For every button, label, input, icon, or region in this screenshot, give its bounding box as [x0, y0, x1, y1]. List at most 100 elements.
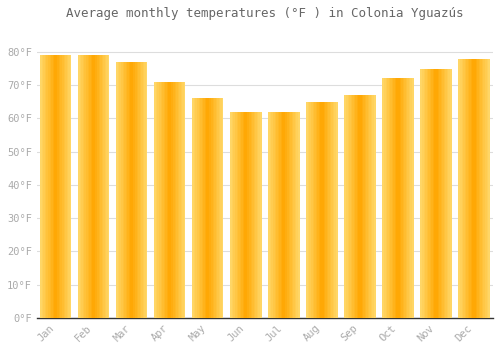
Bar [206, 98, 208, 318]
Bar [174, 82, 176, 318]
Bar [392, 78, 394, 318]
Bar [82, 55, 83, 318]
Bar [118, 62, 120, 318]
Bar [282, 112, 284, 318]
Bar [286, 112, 287, 318]
Bar [222, 98, 224, 318]
Bar [270, 112, 272, 318]
Bar [108, 55, 110, 318]
Bar [292, 112, 294, 318]
Bar [202, 98, 203, 318]
Bar [442, 69, 444, 318]
Bar [280, 112, 281, 318]
Bar [164, 82, 165, 318]
Bar [184, 82, 186, 318]
Bar [312, 102, 314, 318]
Bar [212, 98, 214, 318]
Bar [182, 82, 184, 318]
Bar [78, 55, 80, 318]
Bar [444, 69, 446, 318]
Bar [366, 95, 368, 318]
Bar [198, 98, 200, 318]
Bar [472, 58, 474, 318]
Bar [196, 98, 197, 318]
Bar [88, 55, 89, 318]
Bar [246, 112, 248, 318]
Bar [409, 78, 410, 318]
Bar [484, 58, 485, 318]
Bar [146, 62, 148, 318]
Bar [440, 69, 442, 318]
Bar [48, 55, 50, 318]
Bar [402, 78, 404, 318]
Bar [388, 78, 390, 318]
Bar [168, 82, 170, 318]
Bar [70, 55, 71, 318]
Bar [387, 78, 388, 318]
Bar [218, 98, 219, 318]
Bar [203, 98, 205, 318]
Bar [272, 112, 273, 318]
Bar [116, 62, 118, 318]
Bar [462, 58, 463, 318]
Bar [476, 58, 477, 318]
Bar [488, 58, 490, 318]
Bar [106, 55, 108, 318]
Bar [98, 55, 100, 318]
Bar [287, 112, 288, 318]
Bar [344, 95, 346, 318]
Bar [40, 55, 42, 318]
Bar [438, 69, 439, 318]
Bar [334, 102, 336, 318]
Bar [371, 95, 372, 318]
Bar [386, 78, 387, 318]
Bar [404, 78, 406, 318]
Bar [394, 78, 395, 318]
Bar [216, 98, 218, 318]
Bar [296, 112, 298, 318]
Bar [232, 112, 234, 318]
Bar [124, 62, 126, 318]
Bar [420, 69, 422, 318]
Bar [485, 58, 486, 318]
Bar [130, 62, 132, 318]
Bar [348, 95, 349, 318]
Bar [354, 95, 356, 318]
Bar [314, 102, 316, 318]
Bar [428, 69, 430, 318]
Bar [406, 78, 407, 318]
Bar [372, 95, 374, 318]
Bar [324, 102, 325, 318]
Bar [477, 58, 478, 318]
Bar [154, 82, 156, 318]
Bar [54, 55, 56, 318]
Bar [179, 82, 181, 318]
Bar [52, 55, 54, 318]
Bar [138, 62, 140, 318]
Bar [368, 95, 370, 318]
Bar [408, 78, 409, 318]
Bar [59, 55, 60, 318]
Bar [51, 55, 52, 318]
Bar [346, 95, 348, 318]
Bar [132, 62, 134, 318]
Bar [64, 55, 65, 318]
Bar [326, 102, 328, 318]
Bar [322, 102, 324, 318]
Bar [288, 112, 290, 318]
Bar [42, 55, 43, 318]
Bar [66, 55, 68, 318]
Bar [471, 58, 472, 318]
Bar [390, 78, 392, 318]
Bar [173, 82, 174, 318]
Bar [122, 62, 124, 318]
Bar [257, 112, 258, 318]
Bar [65, 55, 66, 318]
Bar [211, 98, 212, 318]
Bar [243, 112, 244, 318]
Bar [370, 95, 371, 318]
Bar [260, 112, 262, 318]
Bar [384, 78, 386, 318]
Bar [464, 58, 466, 318]
Bar [450, 69, 452, 318]
